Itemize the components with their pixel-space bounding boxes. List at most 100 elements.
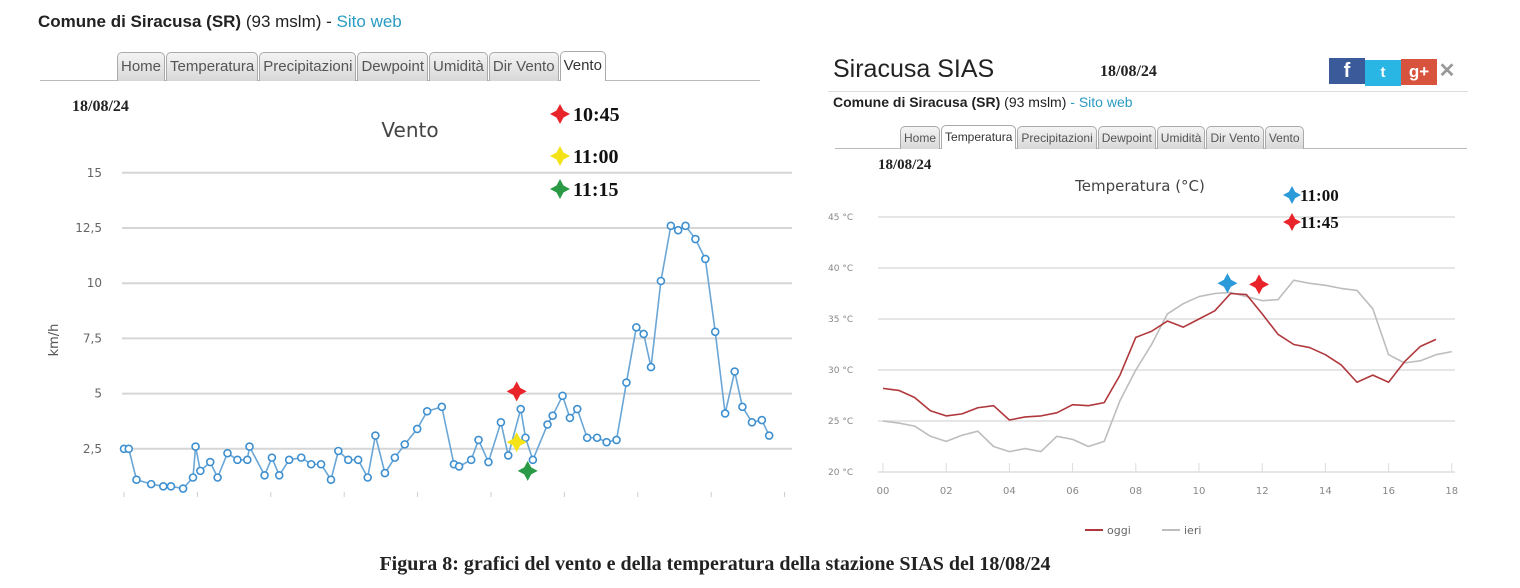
tab-precipitazioni[interactable]: Precipitazioni xyxy=(259,52,357,81)
wind-data-point xyxy=(371,431,380,440)
wind-data-point xyxy=(764,431,774,440)
tab-home[interactable]: Home xyxy=(900,126,941,149)
facebook-icon[interactable]: f xyxy=(1329,58,1365,84)
y-tick-label: 10 xyxy=(87,276,102,290)
wind-data-point xyxy=(639,329,648,339)
station-title: Siracusa SIAS xyxy=(833,55,995,83)
wind-data-point xyxy=(656,276,666,286)
station-altitude: (93 mslm) xyxy=(245,12,322,31)
y-tick-label: 15 xyxy=(87,166,102,180)
y-tick-label: 25 °C xyxy=(828,417,853,427)
wind-data-point xyxy=(178,484,188,493)
wind-data-point xyxy=(503,451,513,460)
wind-data-point xyxy=(343,455,353,465)
wind-data-point xyxy=(400,440,410,449)
x-tick-label: 08 xyxy=(1129,486,1142,497)
annotation-marker xyxy=(517,460,538,481)
header-divider xyxy=(828,91,1468,92)
tab-vento[interactable]: Vento xyxy=(1264,126,1304,149)
tab-dir-vento[interactable]: Dir Vento xyxy=(488,52,559,81)
wind-data-point xyxy=(454,462,464,471)
y-tick-label: 20 °C xyxy=(828,468,853,478)
wind-data-point xyxy=(548,411,557,420)
tab-umidit-[interactable]: Umidità xyxy=(429,52,488,81)
wind-data-point xyxy=(245,442,254,451)
y-tick-label: 40 °C xyxy=(828,264,853,274)
wind-data-point xyxy=(592,433,602,443)
y-axis-label: km/h xyxy=(47,324,62,357)
y-tick-label: 30 °C xyxy=(828,366,853,376)
station-header: Comune di Siracusa (SR) (93 mslm) - Sito… xyxy=(38,12,402,32)
tab-home[interactable]: Home xyxy=(117,52,166,81)
wind-data-point xyxy=(730,367,739,376)
chart-title: Temperatura (°C) xyxy=(1074,177,1205,195)
chart-date: 18/08/24 xyxy=(878,157,932,173)
temperature-chart: Temperatura (°C) 20 °C 25 °C 30 °C 35 °C 40 °… xyxy=(828,177,1458,537)
wind-data-point xyxy=(720,409,730,418)
annotation-marker xyxy=(506,381,527,402)
wind-data-point xyxy=(422,406,432,416)
x-tick-label: 04 xyxy=(1003,486,1016,497)
wind-data-point xyxy=(474,435,483,445)
wind-data-point xyxy=(632,323,641,332)
wind-data-point xyxy=(558,391,567,401)
tab-bar: Home Temperatura Precipitazioni Dewpoint Umi… xyxy=(900,125,1305,149)
wind-data-point xyxy=(296,453,306,462)
site-link[interactable]: Sito web xyxy=(336,12,402,31)
wind-data-point xyxy=(124,444,134,454)
tab-dewpoint[interactable]: Dewpoint xyxy=(357,52,428,81)
station-header-right: Comune di Siracusa (SR) (93 mslm) - Sito… xyxy=(833,94,1133,110)
y-tick-label: 7,5 xyxy=(83,331,102,345)
wind-data-point xyxy=(572,404,582,414)
wind-data-point xyxy=(543,420,552,429)
wind-data-point xyxy=(622,378,631,387)
wind-data-point xyxy=(243,455,252,465)
wind-data-point xyxy=(666,221,676,231)
wind-data-point xyxy=(326,475,336,485)
wind-data-point xyxy=(306,459,316,469)
title-date: 18/08/24 xyxy=(1100,63,1157,80)
wind-data-point xyxy=(602,437,611,447)
wind-data-point xyxy=(284,455,294,465)
wind-chart: Vento 2,5 5 7,5 10 12,5 15 km/h 10:45 11:00 11:15 xyxy=(47,104,792,497)
tab-dir-vento[interactable]: Dir Vento xyxy=(1206,126,1264,149)
wind-data-point xyxy=(132,475,141,485)
wind-data-point xyxy=(274,470,284,480)
wind-data-point xyxy=(390,453,400,462)
tab-temperatura[interactable]: Temperatura xyxy=(166,52,259,81)
wind-data-point xyxy=(691,234,700,244)
wind-data-point xyxy=(582,433,592,443)
wind-data-point xyxy=(710,327,720,337)
legend-marker-icon xyxy=(550,146,570,166)
wind-data-point xyxy=(223,448,232,458)
wind-data-point xyxy=(316,459,326,469)
wind-data-point xyxy=(521,433,530,443)
tab-vento[interactable]: Vento xyxy=(559,51,606,81)
tab-precipitazioni[interactable]: Precipitazioni xyxy=(1017,126,1097,149)
tab-umidit-[interactable]: Umidità xyxy=(1156,126,1206,149)
wind-data-point xyxy=(205,457,215,467)
wind-data-point xyxy=(673,225,683,235)
legend-marker-icon xyxy=(1283,186,1301,204)
x-tick-label: 06 xyxy=(1066,486,1079,497)
annotation-marker xyxy=(1217,273,1238,294)
wind-data-point xyxy=(437,402,447,412)
site-link[interactable]: Sito web xyxy=(1078,94,1133,110)
series-line-ieri xyxy=(882,279,1452,453)
google-plus-icon[interactable]: g+ xyxy=(1401,59,1437,85)
close-icon[interactable]: ✕ xyxy=(1438,60,1456,82)
wind-data-point xyxy=(363,473,372,482)
annotation-label: 10:45 xyxy=(573,104,620,126)
wind-data-point xyxy=(233,455,242,465)
y-tick-label: 45 °C xyxy=(828,213,853,223)
chart-date: 18/08/24 xyxy=(72,98,129,115)
wind-data-point xyxy=(191,442,200,451)
annotation-label: 11:00 xyxy=(573,146,619,168)
tab-dewpoint[interactable]: Dewpoint xyxy=(1097,126,1156,149)
wind-data-point xyxy=(412,424,422,434)
y-tick-label: 2,5 xyxy=(83,442,102,456)
tab-temperatura[interactable]: Temperatura xyxy=(941,125,1017,149)
annotation-label: 11:00 xyxy=(1300,186,1339,205)
wind-data-point xyxy=(213,473,222,482)
twitter-icon[interactable]: t xyxy=(1365,60,1401,86)
